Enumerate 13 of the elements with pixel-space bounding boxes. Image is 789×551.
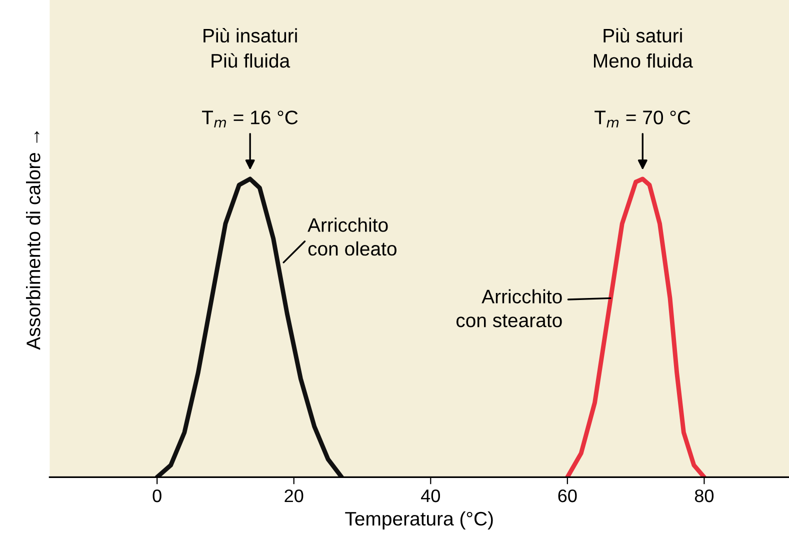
x-tick-label: 80 bbox=[694, 489, 714, 502]
x-axis-title: Temperatura (°C) bbox=[345, 511, 493, 530]
x-tick-label: 0 bbox=[152, 489, 162, 502]
x-tick-label: 40 bbox=[421, 489, 440, 502]
text: Più saturi Meno fluida bbox=[594, 28, 693, 68]
x-tick-label: 20 bbox=[284, 489, 304, 502]
annotation: Arricchito con oleato bbox=[308, 218, 396, 256]
annotation: T$_{m}$ = 16 °C bbox=[202, 110, 298, 128]
y-axis-title: Assorbimento di calore → bbox=[26, 131, 40, 350]
x-tick-label: 60 bbox=[558, 489, 577, 502]
text: Più insaturi Più fluida bbox=[204, 28, 297, 68]
annotation: Arricchito con stearato bbox=[456, 289, 562, 328]
annotation: T$_{m}$ = 70 °C bbox=[594, 110, 690, 128]
